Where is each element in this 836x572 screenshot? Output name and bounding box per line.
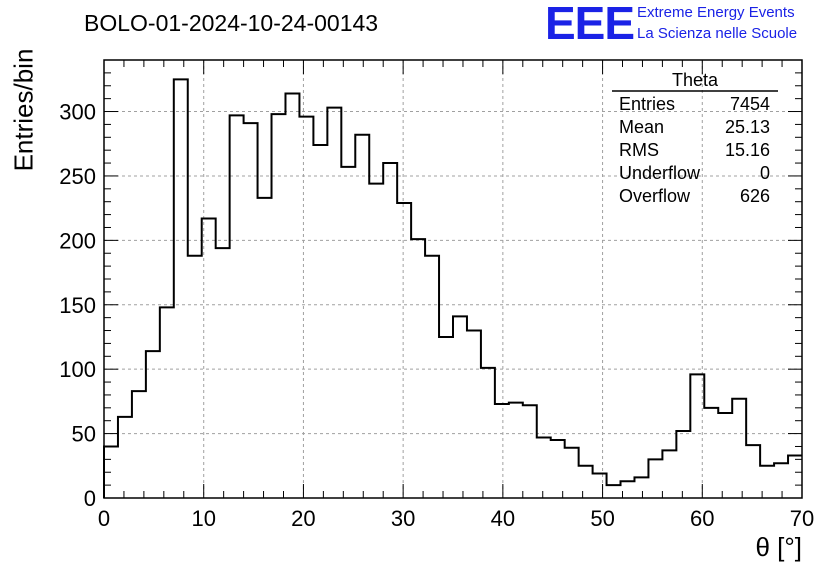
histogram-bin: [704, 408, 718, 498]
histogram-bin: [634, 477, 648, 498]
stats-value: 15.16: [725, 140, 770, 160]
histogram-bin: [439, 337, 453, 498]
x-tick-label: 40: [491, 506, 515, 531]
histogram-bin: [216, 248, 230, 498]
histogram-bin: [174, 79, 188, 498]
y-tick-label: 100: [59, 357, 96, 382]
y-tick-label: 300: [59, 100, 96, 125]
x-tick-label: 0: [98, 506, 110, 531]
histogram-bin: [509, 403, 523, 498]
stats-label: Underflow: [619, 163, 701, 183]
histogram-bin: [202, 218, 216, 498]
histogram-bin: [272, 114, 286, 498]
x-tick-label: 10: [191, 506, 215, 531]
histogram-bin: [230, 115, 244, 498]
histogram-bin: [258, 198, 272, 498]
histogram-bin: [621, 481, 635, 498]
histogram-outline: [103, 78, 802, 498]
histogram-bin: [467, 331, 481, 498]
histogram-bin: [411, 239, 425, 498]
histogram-bin: [718, 413, 732, 498]
histogram-bin: [104, 446, 118, 498]
logo-line-1: Extreme Energy Events: [637, 4, 795, 21]
histogram-bin: [285, 93, 299, 498]
y-tick-label: 150: [59, 293, 96, 318]
stats-label: Mean: [619, 117, 664, 137]
eee-logo: EEE: [545, 0, 635, 49]
histogram-bin: [551, 440, 565, 498]
histogram-bin: [160, 307, 174, 498]
histogram-bin: [299, 117, 313, 498]
histogram-bin: [244, 123, 258, 498]
eee-logo-subtitle: Extreme Energy Events La Scienza nelle S…: [637, 2, 797, 44]
histogram-bin: [425, 256, 439, 498]
x-tick-label: 50: [590, 506, 614, 531]
histogram-bin: [690, 374, 704, 498]
histogram-bin: [662, 450, 676, 498]
stats-box-title: Theta: [672, 70, 719, 90]
stats-value: 25.13: [725, 117, 770, 137]
y-tick-label: 250: [59, 164, 96, 189]
histogram-bin: [369, 184, 383, 498]
histogram-bin: [132, 391, 146, 498]
histogram-bin: [537, 437, 551, 498]
logo-line-2: La Scienza nelle Scuole: [637, 25, 798, 42]
histogram-bin: [593, 474, 607, 498]
chart-title: BOLO-01-2024-10-24-00143: [84, 10, 379, 36]
histogram-bin: [579, 466, 593, 498]
histogram-bin: [453, 316, 467, 498]
histogram-bin: [607, 485, 621, 498]
x-axis-label: θ [°]: [755, 532, 802, 562]
histogram-bin: [327, 108, 341, 498]
histogram-bin: [481, 368, 495, 498]
x-tick-label: 20: [291, 506, 315, 531]
y-tick-label: 0: [84, 486, 96, 511]
y-tick-label: 50: [72, 422, 96, 447]
stats-label: Overflow: [619, 186, 691, 206]
x-tick-label: 30: [391, 506, 415, 531]
histogram-bin: [676, 431, 690, 498]
stats-label: RMS: [619, 140, 659, 160]
histogram-bin: [313, 145, 327, 498]
histogram-bin: [774, 463, 788, 498]
plot-frame: [103, 59, 803, 499]
stats-value: 626: [740, 186, 770, 206]
histogram-bin: [397, 203, 411, 498]
histogram-bin: [355, 135, 369, 498]
histogram-bin: [118, 417, 132, 498]
histogram-bin: [760, 466, 774, 498]
histogram-bin: [523, 405, 537, 498]
histogram-bin: [732, 399, 746, 498]
y-tick-label: 200: [59, 228, 96, 253]
histogram-bin: [565, 448, 579, 498]
x-tick-label: 70: [790, 506, 814, 531]
histogram-bin: [341, 167, 355, 498]
x-tick-label: 60: [690, 506, 714, 531]
histogram-bin: [146, 351, 160, 498]
histogram-bin: [788, 455, 802, 498]
histogram-bin: [746, 445, 760, 498]
histogram-bin: [188, 256, 202, 498]
histogram-bin: [495, 404, 509, 498]
histogram-bin: [383, 163, 397, 498]
histogram-bin: [648, 459, 662, 498]
stats-value: 0: [760, 163, 770, 183]
stats-label: Entries: [619, 94, 675, 114]
stats-value: 7454: [730, 94, 770, 114]
